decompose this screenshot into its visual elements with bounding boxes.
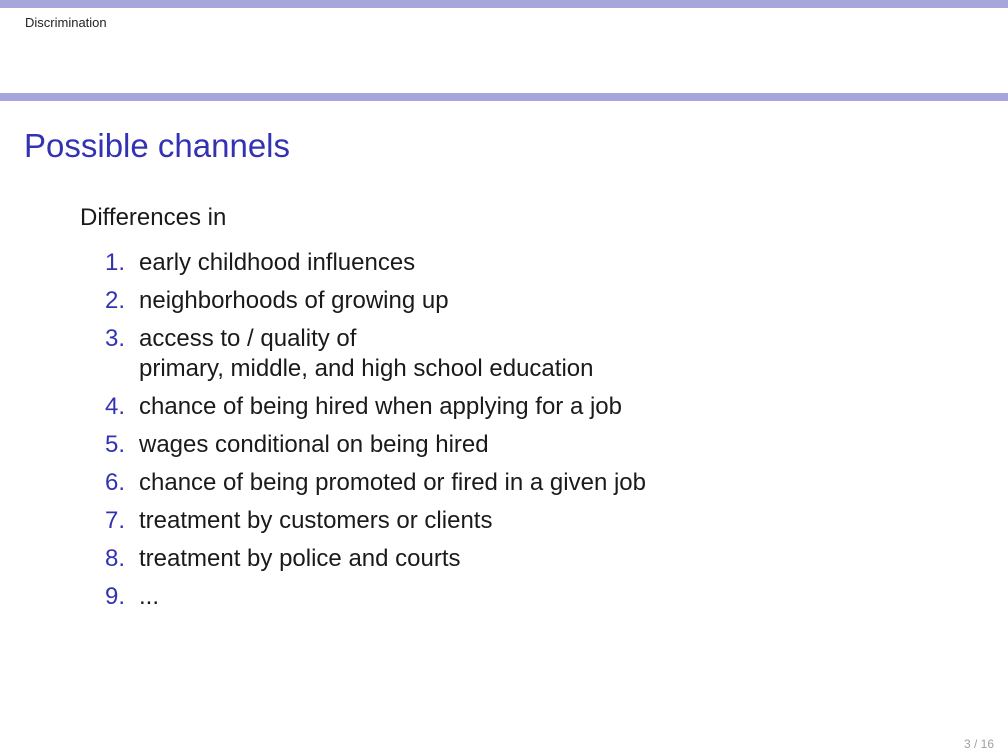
item-text: neighborhoods of growing up <box>139 287 449 314</box>
item-number: 1. <box>104 249 125 276</box>
intro-text: Differences in <box>80 204 227 231</box>
item-text: treatment by police and courts <box>139 545 461 572</box>
item-text: chance of being hired when applying for … <box>139 393 622 420</box>
item-text: access to / quality of primary, middle, … <box>139 325 594 382</box>
item-text: chance of being promoted or fired in a g… <box>139 469 646 496</box>
list-item: 5. wages conditional on being hired <box>0 430 1008 460</box>
item-number: 7. <box>104 507 125 534</box>
item-number: 3. <box>104 325 125 352</box>
item-number: 8. <box>104 545 125 572</box>
item-number: 2. <box>104 287 125 314</box>
list-item: 1. early childhood influences <box>0 248 1008 278</box>
list-item: 6. chance of being promoted or fired in … <box>0 468 1008 498</box>
list-item: 9. ... <box>0 582 1008 612</box>
item-number: 4. <box>104 393 125 420</box>
item-text: wages conditional on being hired <box>139 431 489 458</box>
item-number: 9. <box>104 583 125 610</box>
item-text: treatment by customers or clients <box>139 507 493 534</box>
section-label: Discrimination <box>25 15 107 30</box>
page-number: 3 / 16 <box>963 737 994 751</box>
item-text: early childhood influences <box>139 249 416 276</box>
header-rule <box>0 0 1008 8</box>
item-text: ... <box>139 583 160 610</box>
item-number: 6. <box>104 469 125 496</box>
title-rule <box>0 93 1008 101</box>
list-item: 8. treatment by police and courts <box>0 544 1008 574</box>
list-item: 4. chance of being hired when applying f… <box>0 392 1008 422</box>
item-number: 5. <box>104 431 125 458</box>
list-item: 3. access to / quality of primary, middl… <box>0 324 1008 384</box>
list-item: 2. neighborhoods of growing up <box>0 286 1008 316</box>
list-item: 7. treatment by customers or clients <box>0 506 1008 536</box>
channel-list: 1. early childhood influences 2. neighbo… <box>0 248 1008 620</box>
slide-title: Possible channels <box>24 127 290 164</box>
